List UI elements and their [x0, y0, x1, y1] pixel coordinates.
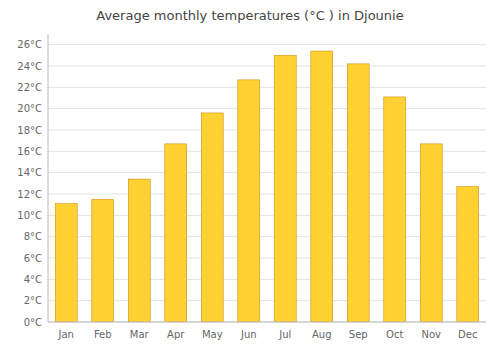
x-tick-label: Nov — [421, 329, 441, 340]
x-axis-line — [48, 322, 486, 323]
bars — [55, 51, 478, 322]
y-tick-label: 10°C — [17, 210, 42, 221]
x-tick-label: May — [202, 329, 223, 340]
y-tick-label: 6°C — [24, 253, 42, 264]
x-tick-label: Jun — [240, 329, 257, 340]
x-tick-label: Dec — [458, 329, 477, 340]
y-tick-label: 2°C — [24, 295, 42, 306]
bar — [165, 144, 187, 322]
grid — [48, 45, 486, 322]
title: Average monthly temperatures (°C ) in Dj… — [96, 8, 403, 23]
y-tick-label: 14°C — [17, 167, 42, 178]
bar — [457, 187, 479, 322]
y-tick-label: 12°C — [17, 189, 42, 200]
x-tick-label: Jan — [58, 329, 74, 340]
x-tick-label: Sep — [349, 329, 368, 340]
bar — [311, 51, 333, 322]
bar — [384, 97, 406, 322]
x-tick-label: Apr — [167, 329, 185, 340]
bar — [201, 113, 223, 322]
grid-line — [48, 44, 486, 45]
x-tick-label: Mar — [130, 329, 150, 340]
y-tick-label: 16°C — [17, 146, 42, 157]
chart-container: 0°C 2°C 4°C 6°C 8°C 10°C 12°C 14°C 16°C 18°C 20°C 2… — [0, 0, 500, 350]
grid-line — [48, 87, 486, 88]
grid-line — [48, 108, 486, 109]
y-tick-label: 4°C — [24, 274, 42, 285]
grid-line — [48, 66, 486, 67]
bar — [420, 144, 442, 322]
y-tick-label: 20°C — [17, 103, 42, 114]
y-tick-labels: 0°C 2°C 4°C 6°C 8°C 10°C 12°C 14°C 16°C 18°C 20°C 2… — [17, 39, 42, 327]
bar — [347, 64, 369, 322]
x-tick-label: Oct — [386, 329, 403, 340]
grid-line — [48, 130, 486, 131]
y-tick-label: 18°C — [17, 125, 42, 136]
bar — [274, 55, 296, 322]
bar — [128, 179, 150, 322]
x-tick-labels: Jan Feb Mar Apr May Jun Jul Aug Sep Oct Nov Dec — [58, 329, 478, 340]
bar — [55, 204, 77, 322]
x-tick-label: Jul — [278, 329, 291, 340]
y-tick-label: 0°C — [24, 317, 42, 328]
bar — [92, 199, 114, 322]
y-axis-line — [48, 34, 49, 322]
bar — [238, 80, 260, 322]
y-tick-label: 26°C — [17, 39, 42, 50]
x-tick-label: Aug — [312, 329, 332, 340]
y-tick-label: 22°C — [17, 82, 42, 93]
y-tick-label: 24°C — [17, 61, 42, 72]
x-tick-label: Feb — [94, 329, 112, 340]
grid-line — [48, 322, 486, 323]
chart-svg: 0°C 2°C 4°C 6°C 8°C 10°C 12°C 14°C 16°C 18°C 20°C 2… — [0, 0, 500, 350]
y-tick-label: 8°C — [24, 231, 42, 242]
